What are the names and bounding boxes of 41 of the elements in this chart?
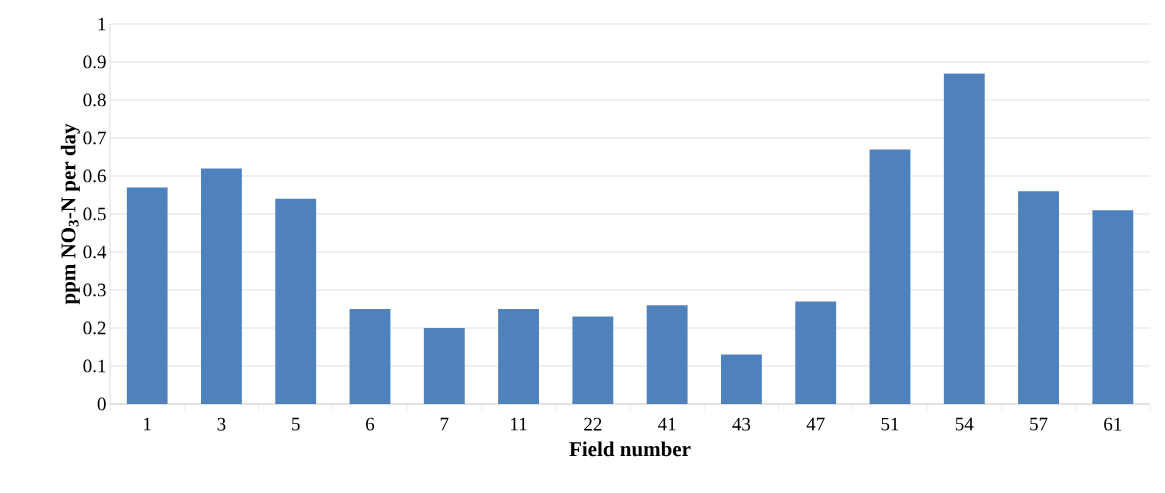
bar — [498, 309, 539, 404]
x-tick-label: 11 — [511, 417, 527, 431]
bar — [1092, 210, 1134, 404]
y-tick-label: 0.7 — [83, 131, 106, 145]
bar — [349, 309, 391, 404]
y-tick-label: 0.2 — [83, 321, 106, 335]
y-axis-title: ppm NO$_{3}$-N per day — [60, 123, 80, 305]
x-tick-label: 7 — [440, 417, 449, 431]
y-tick-label: 0.1 — [83, 359, 106, 373]
bar — [572, 316, 614, 404]
y-tick-label: 1 — [98, 17, 106, 31]
bar — [1018, 191, 1059, 404]
y-tick-label: 0.3 — [83, 283, 106, 297]
bar — [201, 168, 242, 404]
x-tick-label: 22 — [584, 417, 602, 431]
y-tick-label: 0.4 — [83, 245, 107, 259]
bar — [275, 198, 317, 404]
bar — [720, 354, 762, 404]
bar — [646, 305, 688, 404]
bar — [795, 301, 837, 404]
x-tick-label: 57 — [1030, 417, 1048, 431]
y-tick-label: 0.6 — [83, 169, 106, 183]
x-tick-label: 51 — [881, 417, 899, 431]
bar — [869, 149, 911, 404]
x-tick-label: 1 — [144, 417, 151, 431]
y-tick-label: 0.8 — [83, 93, 106, 107]
x-tick-label: 6 — [366, 417, 375, 431]
x-tick-label: 41 — [658, 417, 676, 431]
x-tick-label: 5 — [292, 417, 300, 431]
x-tick-label: 61 — [1104, 417, 1122, 431]
bar — [423, 328, 465, 404]
bar — [126, 187, 168, 404]
x-tick-label: 47 — [806, 417, 825, 431]
x-tick-label: 3 — [217, 417, 226, 431]
x-tick-label: 43 — [732, 417, 751, 431]
y-tick-label: 0.5 — [83, 207, 106, 221]
bar — [943, 73, 985, 404]
x-tick-label: 54 — [955, 417, 974, 431]
x-axis-title: Field number — [569, 441, 691, 457]
y-tick-label: 0 — [97, 397, 106, 411]
y-tick-label: 0.9 — [83, 55, 106, 69]
